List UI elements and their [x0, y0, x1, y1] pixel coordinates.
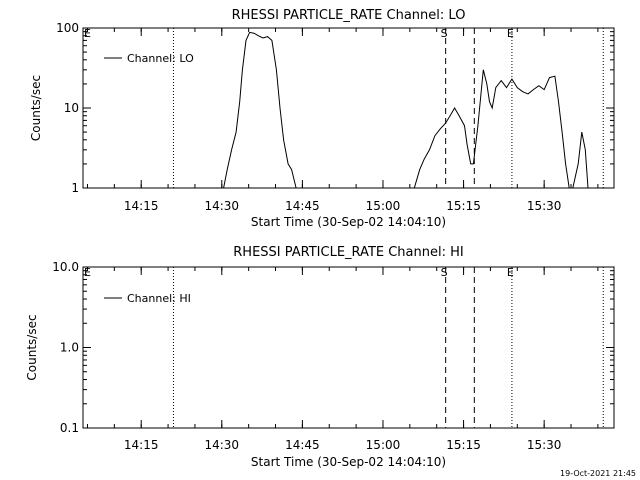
- plots-container: RHESSI PARTICLE_RATE Channel: LO 14:15 14:…: [25, 8, 615, 469]
- series-line: [413, 69, 570, 188]
- y-tick-label: 100: [56, 21, 79, 35]
- x-tick-label: 14:45: [285, 199, 320, 213]
- x-tick-label: 15:00: [366, 199, 401, 213]
- y-axis-label: Counts/sec: [25, 314, 39, 380]
- chart-panel: RHESSI PARTICLE_RATE Channel: HI 14:15 14:…: [25, 245, 615, 469]
- x-tick-label: 14:30: [204, 199, 239, 213]
- x-tick-label: 14:30: [204, 438, 239, 452]
- y-tick-label: 1.0: [60, 341, 79, 355]
- x-tick-label: 14:15: [124, 438, 159, 452]
- y-tick-label: 10: [64, 101, 79, 115]
- chart-panel: RHESSI PARTICLE_RATE Channel: LO 14:15 14:…: [29, 8, 615, 229]
- time-marker-label: E: [507, 266, 514, 279]
- corner-label: E: [84, 266, 91, 279]
- legend-entry: Channel: HI: [127, 292, 191, 305]
- chart-title: RHESSI PARTICLE_RATE Channel: LO: [232, 8, 466, 23]
- time-marker-label: S: [441, 27, 448, 40]
- chart-title: RHESSI PARTICLE_RATE Channel: HI: [233, 245, 463, 260]
- y-tick-label: 10.0: [52, 260, 79, 274]
- corner-label: E: [84, 27, 91, 40]
- series-line: [223, 31, 297, 188]
- series-line: [572, 132, 589, 188]
- footer-timestamp: 19-Oct-2021 21:45: [560, 469, 636, 478]
- y-tick-label: 0.1: [60, 421, 79, 435]
- legend-entry: Channel: LO: [127, 52, 194, 65]
- x-tick-label: 15:15: [446, 199, 481, 213]
- x-axis-label: Start Time (30-Sep-02 14:04:10): [251, 215, 446, 229]
- y-axis-label: Counts/sec: [29, 75, 43, 141]
- x-tick-label: 15:00: [366, 438, 401, 452]
- x-axis-label: Start Time (30-Sep-02 14:04:10): [251, 455, 446, 469]
- x-tick-label: 14:45: [285, 438, 320, 452]
- y-tick-label: 1: [71, 181, 79, 195]
- x-tick-label: 14:15: [124, 199, 159, 213]
- time-marker-label: E: [507, 27, 514, 40]
- x-tick-label: 15:30: [527, 438, 562, 452]
- time-marker-label: S: [441, 266, 448, 279]
- x-tick-label: 15:15: [446, 438, 481, 452]
- x-tick-label: 15:30: [527, 199, 562, 213]
